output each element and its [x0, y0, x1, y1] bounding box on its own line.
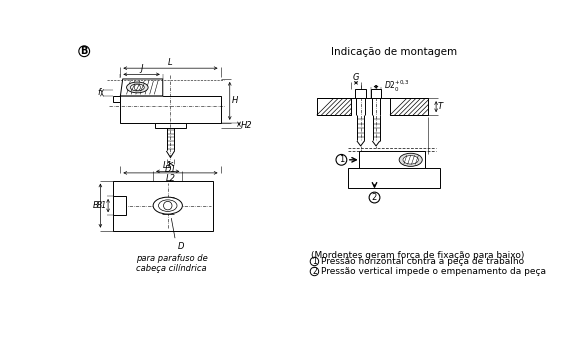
Text: H: H — [231, 96, 237, 105]
Text: 2: 2 — [372, 193, 377, 202]
Bar — [347, 168, 440, 188]
Text: L1: L1 — [163, 161, 173, 170]
Text: H2: H2 — [240, 121, 252, 130]
Text: B1: B1 — [97, 201, 107, 210]
Ellipse shape — [403, 155, 418, 164]
Polygon shape — [120, 79, 163, 96]
Ellipse shape — [164, 201, 172, 210]
Text: D1: D1 — [165, 165, 176, 174]
Ellipse shape — [134, 84, 140, 91]
Text: Pressão vertical impede o empenamento da peça: Pressão vertical impede o empenamento da… — [321, 267, 546, 276]
Bar — [120, 96, 221, 123]
Text: Pressão horizontal contra a peça de trabalho: Pressão horizontal contra a peça de trab… — [321, 257, 524, 266]
Bar — [359, 151, 424, 168]
Text: 1: 1 — [312, 257, 317, 266]
Bar — [371, 89, 381, 98]
Text: f: f — [97, 88, 100, 97]
Text: 2: 2 — [312, 267, 317, 276]
Polygon shape — [357, 141, 364, 146]
Bar — [390, 98, 428, 115]
Polygon shape — [166, 151, 174, 158]
Text: J: J — [140, 64, 143, 73]
Ellipse shape — [399, 153, 423, 166]
Text: B: B — [80, 46, 88, 56]
Bar — [317, 98, 352, 115]
Text: T: T — [438, 102, 443, 111]
Text: B: B — [93, 201, 99, 210]
Text: $D2^{+0{,}3}_{0}$: $D2^{+0{,}3}_{0}$ — [384, 79, 409, 95]
Text: L2: L2 — [165, 174, 175, 183]
Text: L: L — [168, 58, 173, 66]
Bar — [355, 89, 366, 98]
Text: D: D — [178, 242, 184, 251]
FancyBboxPatch shape — [113, 181, 213, 231]
Bar — [113, 96, 120, 102]
Text: para parafuso de
cabeça cilíndrica: para parafuso de cabeça cilíndrica — [136, 254, 208, 273]
Text: G: G — [353, 73, 359, 82]
Ellipse shape — [126, 82, 148, 93]
Text: (Mordentes geram força de fixação para baixo): (Mordentes geram força de fixação para b… — [311, 251, 525, 260]
Bar — [155, 123, 186, 128]
Ellipse shape — [153, 197, 182, 214]
Bar — [113, 196, 126, 215]
Text: L2: L2 — [389, 155, 399, 164]
Text: 1: 1 — [339, 155, 344, 164]
Ellipse shape — [130, 84, 144, 91]
Ellipse shape — [158, 200, 177, 211]
Polygon shape — [372, 141, 379, 146]
Text: Indicação de montagem: Indicação de montagem — [331, 47, 457, 57]
